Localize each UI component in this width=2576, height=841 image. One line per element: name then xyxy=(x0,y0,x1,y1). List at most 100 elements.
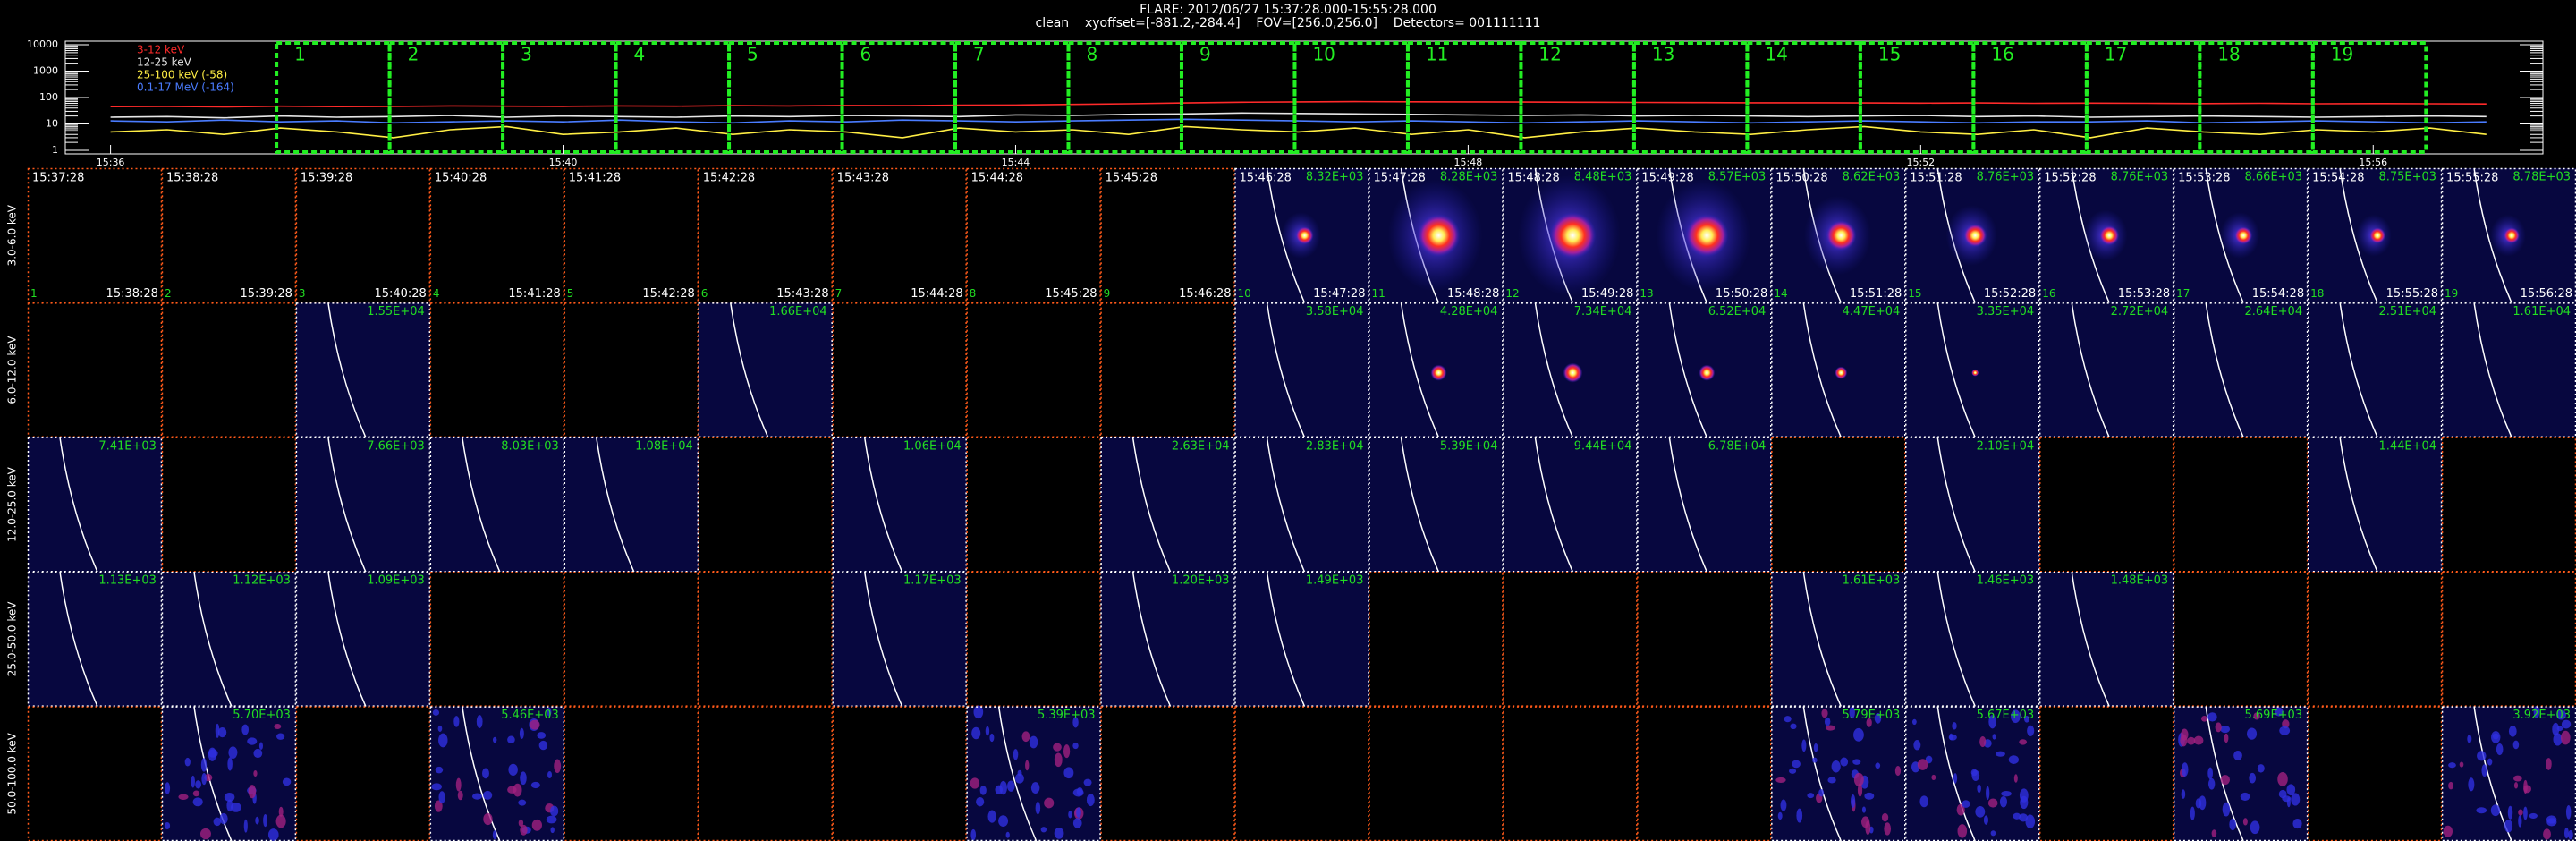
interval-label: 10 xyxy=(1312,44,1335,65)
panel-border xyxy=(1771,167,1906,303)
panel-border xyxy=(2038,167,2174,303)
noise-blob xyxy=(2448,781,2454,790)
end-time: 15:53:28 xyxy=(2118,287,2170,301)
solar-limb xyxy=(1266,572,1306,707)
panel-border xyxy=(966,167,1101,303)
noise-blob xyxy=(1962,800,1970,808)
panel-border xyxy=(429,302,565,438)
noise-blob xyxy=(483,812,493,826)
solar-limb xyxy=(1802,706,1842,841)
image-panel xyxy=(1637,571,1772,707)
image-panel: 1.08E+04 xyxy=(564,437,699,573)
noise-blob xyxy=(1792,760,1801,769)
peak-label: 3.58E+04 xyxy=(1306,305,1364,319)
peak-label: 5.67E+03 xyxy=(1977,709,2035,722)
image-panel: 6.78E+04 xyxy=(1637,437,1772,573)
interval-label: 2 xyxy=(408,44,419,65)
noise-blob xyxy=(434,800,443,812)
panel-border xyxy=(429,167,565,303)
noise-blob xyxy=(255,816,259,825)
column-index: 3 xyxy=(299,287,306,300)
source-blob xyxy=(2504,227,2521,244)
solar-limb xyxy=(1131,437,1172,573)
image-panel: 15:38:28 2 15:39:28 xyxy=(161,167,297,303)
source-blob xyxy=(1430,364,1447,381)
interval-box xyxy=(2084,41,2202,154)
noise-blob xyxy=(1818,788,1825,797)
source-blob xyxy=(1835,366,1848,379)
start-time: 15:44:28 xyxy=(971,172,1023,185)
panel-border xyxy=(1637,571,1772,707)
panel-background xyxy=(1503,437,1638,573)
noise-blob xyxy=(165,782,171,794)
peak-label: 8.76E+03 xyxy=(2111,171,2169,184)
noise-blob xyxy=(2001,790,2012,797)
noise-blob xyxy=(1986,786,1990,801)
panel-border xyxy=(2173,571,2309,707)
end-time: 15:44:28 xyxy=(911,287,962,301)
x-tick-label: 15:36 xyxy=(97,157,125,168)
solar-limb xyxy=(1936,572,1976,707)
noise-blob xyxy=(1850,794,1856,808)
noise-blob xyxy=(2247,727,2258,740)
end-time: 15:39:28 xyxy=(241,287,292,301)
column-index: 16 xyxy=(2042,287,2055,300)
start-time: 15:43:28 xyxy=(837,172,889,185)
peak-label: 6.78E+04 xyxy=(1708,439,1767,453)
panel-border xyxy=(1905,167,2040,303)
panel-border xyxy=(1905,437,2040,573)
panel-border xyxy=(1503,706,1638,841)
solar-limb xyxy=(462,706,501,841)
noise-blob xyxy=(1068,811,1072,819)
panel-background xyxy=(28,437,162,573)
start-time: 15:54:28 xyxy=(2312,172,2364,185)
peak-label: 5.69E+03 xyxy=(2245,709,2303,722)
image-panel: 1.17E+03 xyxy=(832,571,967,707)
series-line xyxy=(110,125,2487,139)
panel-border xyxy=(1905,706,2040,841)
start-time: 15:39:28 xyxy=(301,172,352,185)
solar-limb xyxy=(1400,437,1440,573)
panel-background xyxy=(28,572,162,707)
interval-box xyxy=(1631,41,1750,154)
image-panel xyxy=(27,706,163,841)
column-index: 6 xyxy=(701,287,708,300)
image-panel: 8.28E+03 15:47:28 11 15:48:28 xyxy=(1368,167,1504,303)
image-panel: 7.34E+04 xyxy=(1503,302,1638,438)
panel-border xyxy=(564,571,699,707)
column-index: 17 xyxy=(2176,287,2190,300)
panel-border xyxy=(1503,302,1638,438)
noise-blob xyxy=(2459,761,2464,768)
panel-border xyxy=(832,302,967,438)
noise-blob xyxy=(1054,827,1064,839)
panel-border xyxy=(1771,706,1906,841)
solar-limb xyxy=(327,572,367,707)
interval-box xyxy=(2310,41,2428,154)
solar-limb xyxy=(59,572,98,707)
noise-blob xyxy=(492,830,497,840)
noise-blob xyxy=(971,726,981,740)
noise-blob xyxy=(538,740,548,751)
noise-blob xyxy=(1780,799,1787,811)
noise-blob xyxy=(247,737,258,745)
noise-blob xyxy=(219,812,228,825)
panel-border xyxy=(2038,437,2174,573)
x-tick-label: 15:48 xyxy=(1454,157,1483,168)
noise-blob xyxy=(282,777,292,786)
panel-border xyxy=(1234,167,1369,303)
noise-blob xyxy=(1881,812,1889,822)
noise-blob xyxy=(2563,828,2569,839)
source-blob xyxy=(2099,225,2120,246)
end-time: 15:49:28 xyxy=(1581,287,1633,301)
image-panel: 2.10E+04 xyxy=(1905,437,2040,573)
image-panel xyxy=(698,437,833,573)
noise-blob xyxy=(253,748,263,759)
image-panel xyxy=(698,706,833,841)
noise-blob xyxy=(267,828,279,841)
image-panel: 3.35E+04 xyxy=(1905,302,2040,438)
image-panel: 3.58E+04 xyxy=(1234,302,1369,438)
noise-blob xyxy=(1957,824,1968,838)
solar-limb xyxy=(2071,572,2110,707)
noise-blob xyxy=(1072,818,1082,828)
peak-label: 8.66E+03 xyxy=(2245,171,2303,184)
